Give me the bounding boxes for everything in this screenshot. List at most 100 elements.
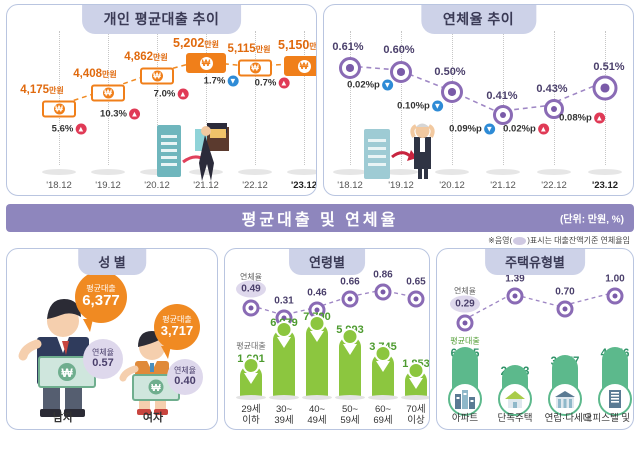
- age-rate-dot-4: [374, 283, 392, 301]
- gridline: [206, 31, 207, 165]
- delinq-delta-4: 0.08%p ▲: [559, 112, 605, 124]
- axis-oval: [486, 169, 520, 175]
- age-xlabel-3: 50~ 59세: [340, 404, 360, 426]
- delinq-delta-3: 0.02%p ▲: [503, 123, 549, 135]
- axis-oval: [588, 169, 622, 175]
- delinq-xtick-0: '18.12: [337, 180, 363, 191]
- delinq-xtick-3: '21.12: [490, 180, 516, 191]
- gender-panel: 성 별 ₩: [6, 248, 218, 430]
- age-bar-5: [401, 362, 429, 400]
- delinq-value-3: 0.41%: [486, 90, 518, 102]
- delinq-delta-text-4: 0.08%p: [559, 112, 592, 124]
- top-charts-row: 개인 평균대출 추이: [0, 0, 640, 196]
- delinquency-trend-title: 연체율 추이: [420, 5, 537, 34]
- house-rate-value-1: 1.39: [505, 273, 525, 285]
- delinq-marker-4: [544, 99, 564, 119]
- bank-building-illustration: [364, 129, 390, 179]
- axis-oval: [42, 169, 76, 175]
- age-loan-caption: 평균대출: [236, 341, 266, 351]
- axis-oval: [537, 169, 571, 175]
- age-panel: 연령별 연체율 0.49 0.31 0.46 0.66 0.86 0.65 평균…: [224, 248, 430, 430]
- svg-text:₩: ₩: [151, 383, 161, 394]
- house-type-panel: 주택유형별 연체율 0.29 1.39 0.70 1.00 평균대출 6,265…: [436, 248, 634, 430]
- loan-unit: 만원: [153, 53, 168, 62]
- delinq-marker-5: [592, 75, 618, 101]
- loan-delta-4: 0.7% ▲: [254, 77, 290, 89]
- delinq-marker-0: [339, 57, 361, 79]
- bottom-sections-row: 성 별 ₩: [0, 246, 640, 434]
- age-bar-0: [236, 357, 266, 400]
- loan-marker-3: ₩: [186, 53, 226, 73]
- loan-trend-title: 개인 평균대출 추이: [81, 5, 242, 34]
- apartment-icon: [448, 382, 482, 416]
- male-loan-bubble: 평균대출 6,377: [75, 271, 127, 332]
- delinq-delta-0: 0.02%p ▼: [347, 79, 393, 91]
- loan-delta-0: 5.6% ▲: [51, 123, 87, 135]
- loan-unit: 만원: [49, 86, 64, 95]
- banner-unit-note: (단위: 만원, %): [559, 214, 624, 226]
- age-bar-2: [302, 315, 332, 400]
- loan-delta-text-0: 5.6%: [51, 123, 74, 135]
- male-rate-value: 0.57: [92, 357, 114, 370]
- officetel-icon: [598, 382, 632, 416]
- loan-marker-5: ₩: [284, 56, 316, 76]
- age-xlabel-2: 40~ 49세: [307, 404, 327, 426]
- female-rate-caption: 연체율: [173, 365, 197, 375]
- delinq-value-0: 0.61%: [332, 41, 364, 53]
- house-loan-caption: 평균대출: [450, 336, 480, 346]
- delinquency-trend-panel: 연체율 추이: [323, 4, 634, 196]
- house-xlabel-0: 아파트: [451, 413, 479, 424]
- delinq-value-4: 0.43%: [536, 83, 568, 95]
- axis-oval: [333, 169, 367, 175]
- house-rate-dot-1: [506, 287, 524, 305]
- delinq-value-5: 0.51%: [593, 61, 625, 73]
- gridline: [554, 31, 555, 165]
- delinq-delta-1: 0.10%p ▼: [397, 100, 443, 112]
- age-rate-dot-0: [242, 299, 260, 317]
- age-xlabel-4: 60~ 69세: [373, 404, 393, 426]
- arrow-down-icon: ▼: [227, 75, 239, 87]
- house-rate-value-3: 1.00: [605, 273, 625, 285]
- age-rate-value-4: 0.86: [373, 269, 393, 281]
- loan-unit: 만원: [255, 45, 271, 54]
- delinq-value-2: 0.50%: [434, 66, 466, 78]
- loan-value-2: 4,862: [124, 51, 154, 63]
- delinq-marker-1: [390, 61, 412, 83]
- delinq-delta-2: 0.09%p ▼: [449, 123, 495, 135]
- loan-value-5: 5,150: [277, 38, 310, 52]
- house-xlabel-1: 단독주택: [497, 413, 533, 424]
- loan-marker-2: ₩: [140, 67, 174, 85]
- gender-label-male: 남자: [52, 412, 74, 424]
- female-loan-caption: 평균대출: [162, 314, 192, 324]
- house-rate-value-2: 0.70: [555, 286, 575, 298]
- age-rate-value-5: 0.65: [406, 276, 426, 288]
- male-loan-caption: 평균대출: [86, 283, 116, 293]
- delinq-delta-text-3: 0.02%p: [503, 123, 536, 135]
- age-bar-1: [269, 321, 299, 400]
- house-icon: [498, 382, 532, 416]
- delinq-delta-text-2: 0.09%p: [449, 123, 482, 135]
- age-xlabel-1: 30~ 39세: [274, 404, 294, 426]
- axis-oval: [287, 169, 316, 175]
- axis-oval: [435, 169, 469, 175]
- arrow-up-icon: ▲: [278, 77, 290, 89]
- gridline: [304, 31, 305, 165]
- loan-unit: 만원: [309, 42, 317, 51]
- axis-oval: [189, 169, 223, 175]
- delinq-marker-3: [493, 105, 513, 125]
- loan-delta-text-2: 7.0%: [153, 88, 176, 100]
- female-loan-value: 3,717: [160, 323, 194, 339]
- age-rate-caption: 연체율: [239, 272, 263, 282]
- townhouse-icon: [548, 382, 582, 416]
- svg-text:₩: ₩: [61, 366, 73, 380]
- loan-delta-text-4: 0.7%: [254, 77, 277, 89]
- shading-footnote: ※음영()표시는 대출잔액기준 연체율임: [0, 232, 640, 246]
- male-rate-caption: 연체율: [91, 347, 115, 357]
- loan-marker-0: ₩: [42, 100, 76, 118]
- house-xlabel-3: 오피스텔 및 기타: [583, 413, 633, 424]
- house-rate-shade-0: [450, 295, 480, 313]
- house-rate-dot-0: [456, 314, 474, 332]
- delinq-marker-2: [441, 81, 463, 103]
- age-rate-value-3: 0.66: [340, 276, 360, 288]
- delinq-xtick-4: '22.12: [541, 180, 567, 191]
